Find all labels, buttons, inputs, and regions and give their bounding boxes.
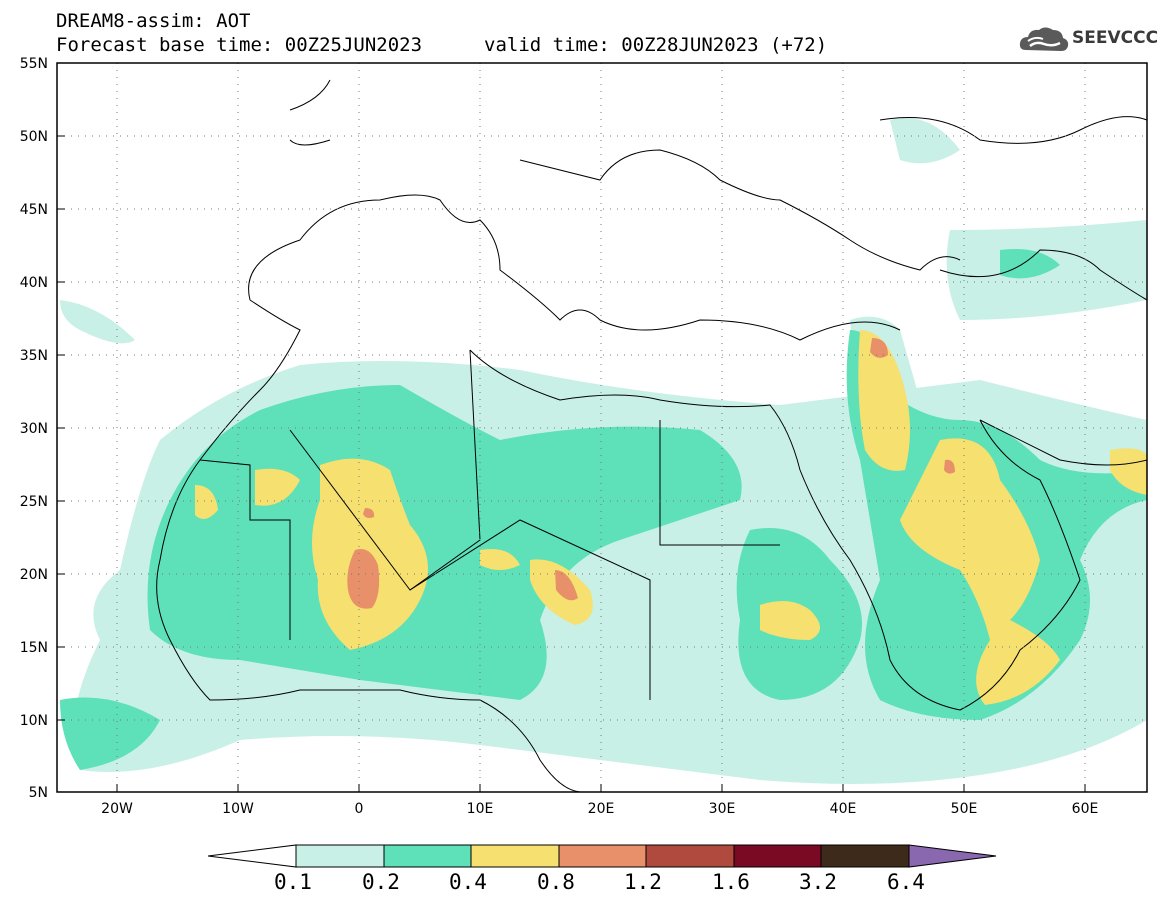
lon-label: 30E [709, 801, 736, 817]
lat-label: 35N [20, 348, 48, 364]
longitude-labels: 20W 10W 0 10E 20E 30E 40E 50E 60E [101, 801, 1098, 817]
lat-label: 45N [20, 202, 48, 218]
lon-label: 60E [1072, 801, 1099, 817]
lat-label: 10N [20, 713, 48, 729]
latitude-labels: 55N 50N 45N 40N 35N 30N 25N 20N 15N 10N … [20, 56, 48, 801]
colorbar-label: 0.4 [449, 870, 487, 894]
colorbar-label: 3.2 [799, 870, 837, 894]
colorbar-segment [558, 844, 647, 868]
colorbar-segment-under [207, 844, 297, 868]
lon-label: 10W [222, 801, 254, 817]
lon-label: 50E [951, 801, 978, 817]
colorbar-label: 0.2 [362, 870, 400, 894]
colorbar-segment [645, 844, 735, 868]
lat-label: 40N [20, 275, 48, 291]
valid-time: valid time: 00Z28JUN2023 (+72) [484, 34, 828, 56]
axis-ticks [57, 135, 1086, 792]
lat-label: 15N [20, 640, 48, 656]
colorbar-label: 6.4 [887, 870, 925, 894]
lat-label: 50N [20, 129, 48, 145]
product-title: DREAM8-assim: AOT [56, 10, 251, 32]
logo-text: SEEVCCC [1072, 28, 1159, 48]
lon-label: 40E [830, 801, 857, 817]
colorbar-segment [295, 844, 385, 868]
colorbar-segment [820, 844, 910, 868]
colorbar-segment [470, 844, 560, 868]
coastlines [156, 79, 1147, 792]
lon-label: 10E [467, 801, 494, 817]
forecast-base-time: Forecast base time: 00Z25JUN2023 [56, 34, 423, 56]
lat-label: 25N [20, 494, 48, 510]
seevccc-logo: SEEVCCC [1018, 24, 1158, 58]
lat-label: 20N [20, 567, 48, 583]
lon-label: 20E [588, 801, 615, 817]
lon-label: 20W [101, 801, 133, 817]
colorbar-label: 1.6 [712, 870, 750, 894]
lat-label: 30N [20, 421, 48, 437]
cloud-icon [1019, 27, 1069, 51]
lon-label: 0 [355, 801, 364, 817]
colorbar [207, 844, 997, 868]
colorbar-label: 0.1 [274, 870, 312, 894]
lat-label: 5N [29, 785, 48, 801]
colorbar-segment [383, 844, 472, 868]
graticule [57, 63, 1147, 792]
colorbar-label: 0.8 [537, 870, 575, 894]
colorbar-label: 1.2 [624, 870, 662, 894]
aot-field [60, 118, 1147, 784]
lat-label: 55N [20, 56, 48, 72]
colorbar-segment [733, 844, 822, 868]
colorbar-segment-over [908, 844, 997, 868]
